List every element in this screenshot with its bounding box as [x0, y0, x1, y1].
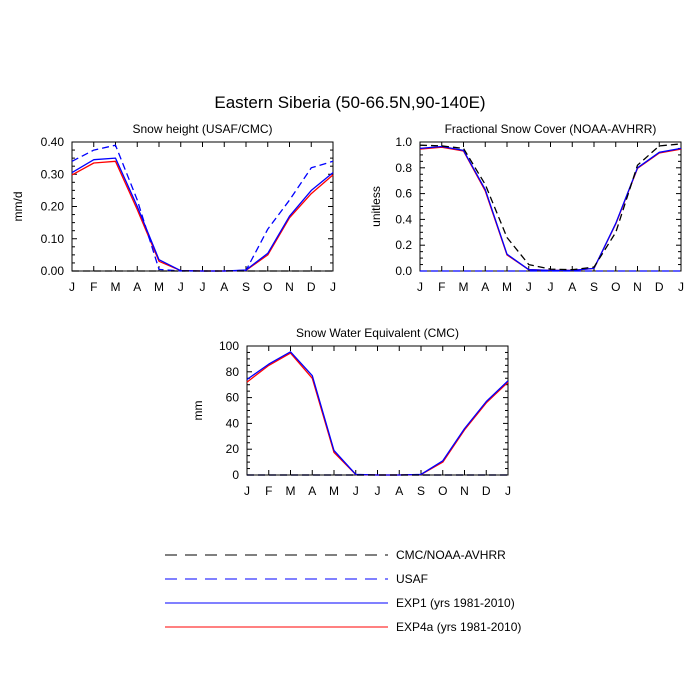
y-tick-label: 1.0: [395, 135, 412, 149]
legend-label: EXP4a (yrs 1981-2010): [396, 620, 521, 634]
series-line-cmc-noaa-avhrr: [419, 143, 682, 271]
x-tick-label: A: [395, 484, 403, 498]
x-tick-label: J: [526, 280, 532, 294]
y-tick-label: 20: [226, 442, 240, 456]
y-axis-label: unitless: [369, 186, 383, 227]
series-line-exp1: [246, 351, 509, 476]
x-tick-label: M: [459, 280, 469, 294]
y-axis-label: mm: [191, 401, 205, 421]
x-tick-label: J: [505, 484, 511, 498]
legend-label: EXP1 (yrs 1981-2010): [396, 596, 515, 610]
panel-title: Fractional Snow Cover (NOAA-AVHRR): [445, 122, 657, 136]
y-tick-label: 0.6: [395, 187, 412, 201]
x-tick-label: S: [590, 280, 598, 294]
legend-item: CMC/NOAA-AVHRR: [165, 548, 506, 562]
y-tick-label: 80: [226, 365, 240, 379]
x-tick-label: M: [111, 280, 121, 294]
chart-panels: Snow height (USAF/CMC)mm/d0.000.100.200.…: [11, 122, 684, 498]
y-tick-label: 0.30: [41, 167, 65, 181]
x-tick-label: F: [438, 280, 445, 294]
x-tick-label: A: [481, 280, 489, 294]
panel-title: Snow Water Equivalent (CMC): [296, 326, 459, 340]
series-line-exp4a: [71, 160, 334, 272]
y-tick-label: 100: [219, 339, 239, 353]
x-tick-label: J: [200, 280, 206, 294]
legend: CMC/NOAA-AVHRR USAF EXP1 (yrs 1981-2010) EX…: [165, 548, 521, 634]
y-tick-label: 0.2: [395, 238, 412, 252]
series-line-usaf: [71, 144, 334, 272]
x-tick-label: S: [242, 280, 250, 294]
y-tick-label: 0.8: [395, 161, 412, 175]
x-tick-label: D: [307, 280, 316, 294]
x-tick-label: O: [438, 484, 447, 498]
x-tick-label: F: [90, 280, 97, 294]
y-tick-label: 0.0: [395, 264, 412, 278]
y-tick-label: 60: [226, 391, 240, 405]
x-tick-label: J: [417, 280, 423, 294]
x-tick-label: M: [502, 280, 512, 294]
legend-item: EXP4a (yrs 1981-2010): [165, 620, 521, 634]
x-tick-label: A: [220, 280, 228, 294]
plot-frame: [246, 345, 509, 476]
y-tick-label: 0.40: [41, 135, 65, 149]
x-tick-label: F: [265, 484, 272, 498]
y-tick-label: 0.4: [395, 212, 412, 226]
panel-title: Snow height (USAF/CMC): [132, 122, 272, 136]
x-tick-label: A: [308, 484, 316, 498]
x-tick-label: J: [353, 484, 359, 498]
y-tick-label: 0.20: [41, 200, 65, 214]
x-tick-label: O: [611, 280, 620, 294]
x-tick-label: O: [263, 280, 272, 294]
legend-item: EXP1 (yrs 1981-2010): [165, 596, 515, 610]
x-tick-label: A: [568, 280, 576, 294]
x-tick-label: J: [330, 280, 336, 294]
chart-panel-1: Snow height (USAF/CMC) mm/d 0.00 0.10 0.20 0.…: [11, 122, 336, 294]
x-tick-label: D: [655, 280, 664, 294]
x-tick-label: N: [285, 280, 294, 294]
chart-panel-3: Snow Water Equivalent (CMC) mm 0 20 40 60 80 10…: [191, 326, 511, 498]
legend-label: USAF: [396, 572, 428, 586]
y-tick-label: 0: [232, 468, 239, 482]
x-tick-label: S: [417, 484, 425, 498]
x-tick-label: N: [460, 484, 469, 498]
chart-panel-2: Fractional Snow Cover (NOAA-AVHRR) unitle…: [369, 122, 684, 294]
y-tick-label: 0.10: [41, 232, 65, 246]
x-tick-label: J: [678, 280, 684, 294]
legend-item: USAF: [165, 572, 428, 586]
x-tick-label: J: [178, 280, 184, 294]
figure-title: Eastern Siberia (50-66.5N,90-140E): [214, 93, 485, 112]
series-line-exp1: [71, 157, 334, 272]
x-tick-label: N: [633, 280, 642, 294]
x-tick-label: J: [548, 280, 554, 294]
x-tick-label: A: [133, 280, 141, 294]
y-tick-label: 0.00: [41, 264, 65, 278]
x-tick-label: J: [375, 484, 381, 498]
y-tick-label: 40: [226, 416, 240, 430]
x-tick-label: D: [482, 484, 491, 498]
x-tick-label: J: [244, 484, 250, 498]
legend-label: CMC/NOAA-AVHRR: [396, 548, 506, 562]
plot-frame: [419, 141, 682, 272]
x-tick-label: M: [329, 484, 339, 498]
series-line-exp1: [419, 145, 682, 272]
x-tick-label: J: [69, 280, 75, 294]
x-tick-label: M: [154, 280, 164, 294]
series-line-exp4a: [246, 352, 509, 476]
y-axis-label: mm/d: [11, 192, 25, 222]
x-tick-label: M: [286, 484, 296, 498]
series-line-exp4a: [419, 146, 682, 272]
